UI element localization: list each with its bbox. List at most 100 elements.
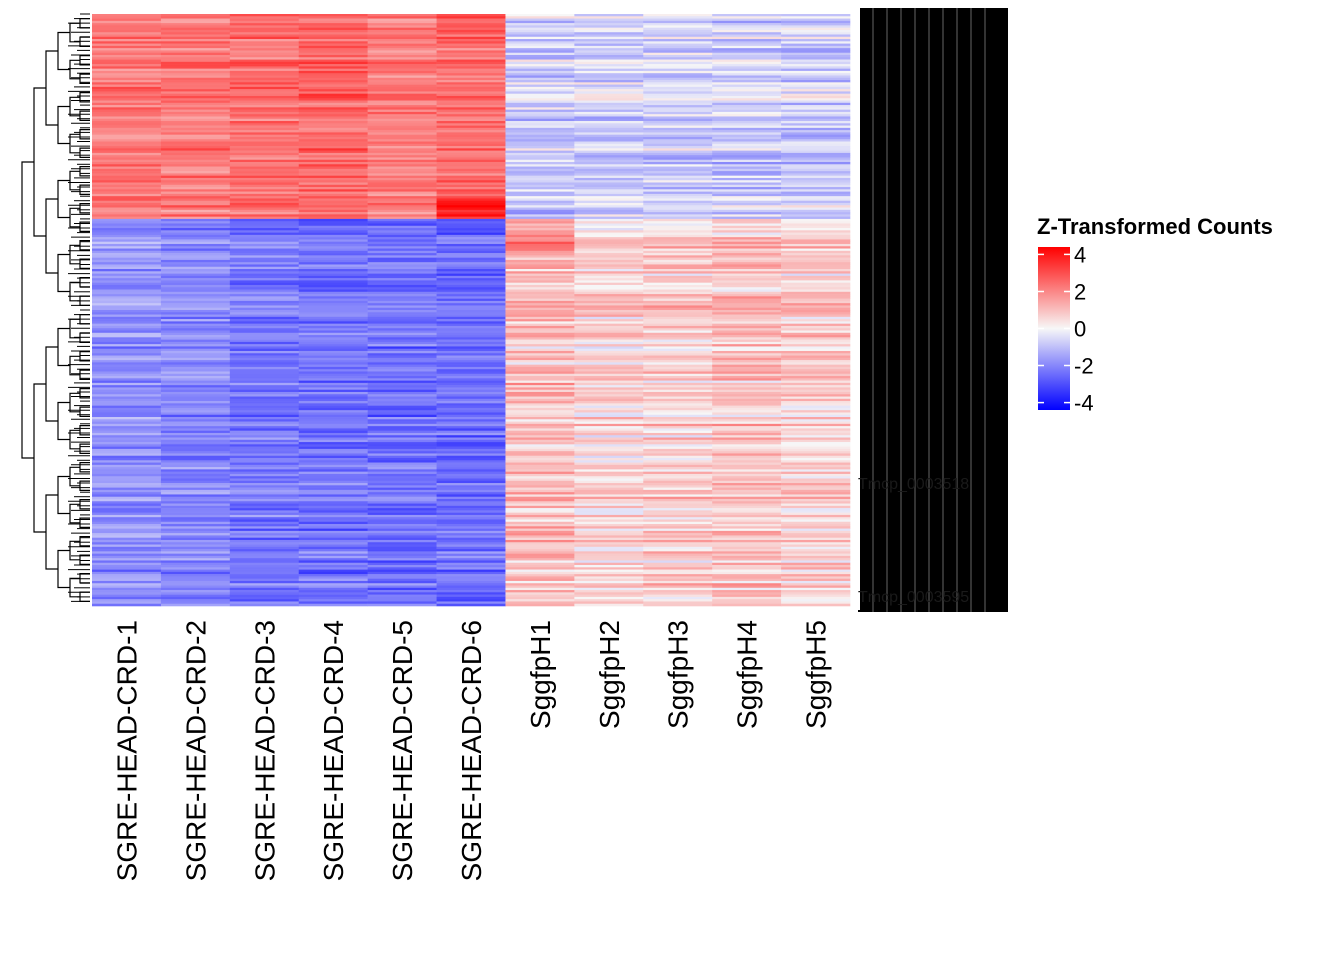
- heatmap-cell: [367, 23, 437, 26]
- heatmap-cell: [298, 485, 368, 488]
- heatmap-cell: [92, 109, 162, 113]
- heatmap-cell: [367, 284, 437, 288]
- heatmap-cell: [436, 583, 506, 586]
- heatmap-cell: [781, 146, 851, 149]
- heatmap-cell: [574, 228, 644, 231]
- heatmap-cell: [505, 300, 575, 304]
- heatmap-cell: [574, 505, 644, 509]
- heatmap-cell: [92, 168, 162, 172]
- heatmap-cell: [505, 52, 575, 56]
- heatmap-cell: [298, 380, 368, 384]
- heatmap-cell: [229, 537, 300, 541]
- heatmap-cell: [505, 168, 575, 172]
- heatmap-cell: [436, 328, 506, 331]
- heatmap-cell: [712, 262, 782, 265]
- heatmap-cell: [298, 25, 368, 28]
- heatmap-cell: [436, 289, 506, 293]
- heatmap-cell: [160, 189, 231, 192]
- heatmap-cell: [367, 230, 437, 233]
- heatmap-cell: [298, 166, 368, 170]
- heatmap-cell: [160, 423, 231, 427]
- heatmap-cell: [781, 187, 851, 190]
- heatmap-cell: [505, 294, 575, 297]
- dendrogram-branch: [45, 494, 58, 570]
- heatmap-cell: [643, 253, 713, 256]
- heatmap-cell: [367, 350, 437, 354]
- heatmap-cell: [367, 549, 437, 552]
- heatmap-cell: [367, 565, 437, 568]
- heatmap-cell: [505, 75, 575, 79]
- heatmap-cell: [643, 353, 713, 356]
- heatmap-cell: [367, 14, 437, 17]
- heatmap-cell: [574, 305, 644, 309]
- heatmap-cell: [781, 549, 851, 552]
- heatmap-cell: [92, 542, 162, 545]
- heatmap-cell: [229, 177, 300, 181]
- heatmap-cell: [367, 75, 437, 79]
- heatmap-cell: [367, 487, 437, 491]
- heatmap-cell: [367, 54, 437, 58]
- heatmap-cell: [436, 389, 506, 393]
- heatmap-cell: [367, 480, 437, 484]
- heatmap-cell: [712, 503, 782, 507]
- heatmap-cell: [712, 350, 782, 354]
- heatmap-cell: [436, 521, 506, 525]
- heatmap-cell: [160, 205, 231, 208]
- heatmap-cell: [367, 389, 437, 393]
- heatmap-cell: [298, 378, 368, 381]
- heatmap-cell: [505, 95, 575, 99]
- heatmap-cell: [92, 146, 162, 149]
- heatmap-cell: [574, 453, 644, 457]
- heatmap-cell: [298, 316, 368, 320]
- heatmap-cell: [712, 362, 782, 365]
- heatmap-cell: [367, 43, 437, 47]
- heatmap-cell: [574, 537, 644, 541]
- heatmap-cell: [505, 57, 575, 60]
- heatmap-cell: [367, 519, 437, 523]
- heatmap-cell: [229, 107, 300, 110]
- heatmap-cell: [781, 121, 851, 124]
- heatmap-cell: [712, 294, 782, 297]
- heatmap-cell: [160, 207, 231, 211]
- heatmap-cell: [505, 173, 575, 176]
- heatmap-cell: [229, 339, 300, 343]
- heatmap-cell: [574, 462, 644, 466]
- heatmap-cell: [574, 20, 644, 24]
- heatmap-cell: [229, 180, 300, 183]
- heatmap-cell: [781, 296, 851, 299]
- heatmap-cell: [298, 565, 368, 568]
- heatmap-cell: [436, 524, 506, 527]
- heatmap-cell: [367, 225, 437, 229]
- heatmap-cell: [436, 528, 506, 532]
- heatmap-cell: [92, 180, 162, 183]
- heatmap-cell: [712, 357, 782, 361]
- heatmap-cell: [643, 146, 713, 149]
- heatmap-cell: [574, 230, 644, 233]
- heatmap-cell: [92, 294, 162, 297]
- heatmap-cell: [367, 385, 437, 388]
- heatmap-cell: [160, 446, 231, 450]
- dendrogram-branch: [69, 503, 80, 524]
- heatmap-cell: [367, 146, 437, 149]
- heatmap-cell: [574, 155, 644, 158]
- heatmap-cell: [367, 353, 437, 356]
- heatmap-cell: [712, 171, 782, 174]
- heatmap-cell: [92, 162, 162, 165]
- heatmap-cell: [229, 289, 300, 293]
- heatmap-cell: [574, 139, 644, 142]
- heatmap-cell: [505, 357, 575, 361]
- heatmap-cell: [505, 257, 575, 261]
- heatmap-cell: [643, 369, 713, 372]
- heatmap-cell: [92, 141, 162, 145]
- heatmap-cell: [643, 193, 713, 197]
- heatmap-cell: [781, 576, 851, 579]
- column-label: SggfpH4: [732, 620, 763, 729]
- heatmap-cell: [92, 492, 162, 495]
- heatmap-cell: [712, 218, 782, 222]
- heatmap-cell: [574, 68, 644, 72]
- heatmap-cell: [367, 157, 437, 161]
- heatmap-cell: [92, 175, 162, 179]
- heatmap-cell: [781, 189, 851, 192]
- heatmap-cell: [574, 323, 644, 327]
